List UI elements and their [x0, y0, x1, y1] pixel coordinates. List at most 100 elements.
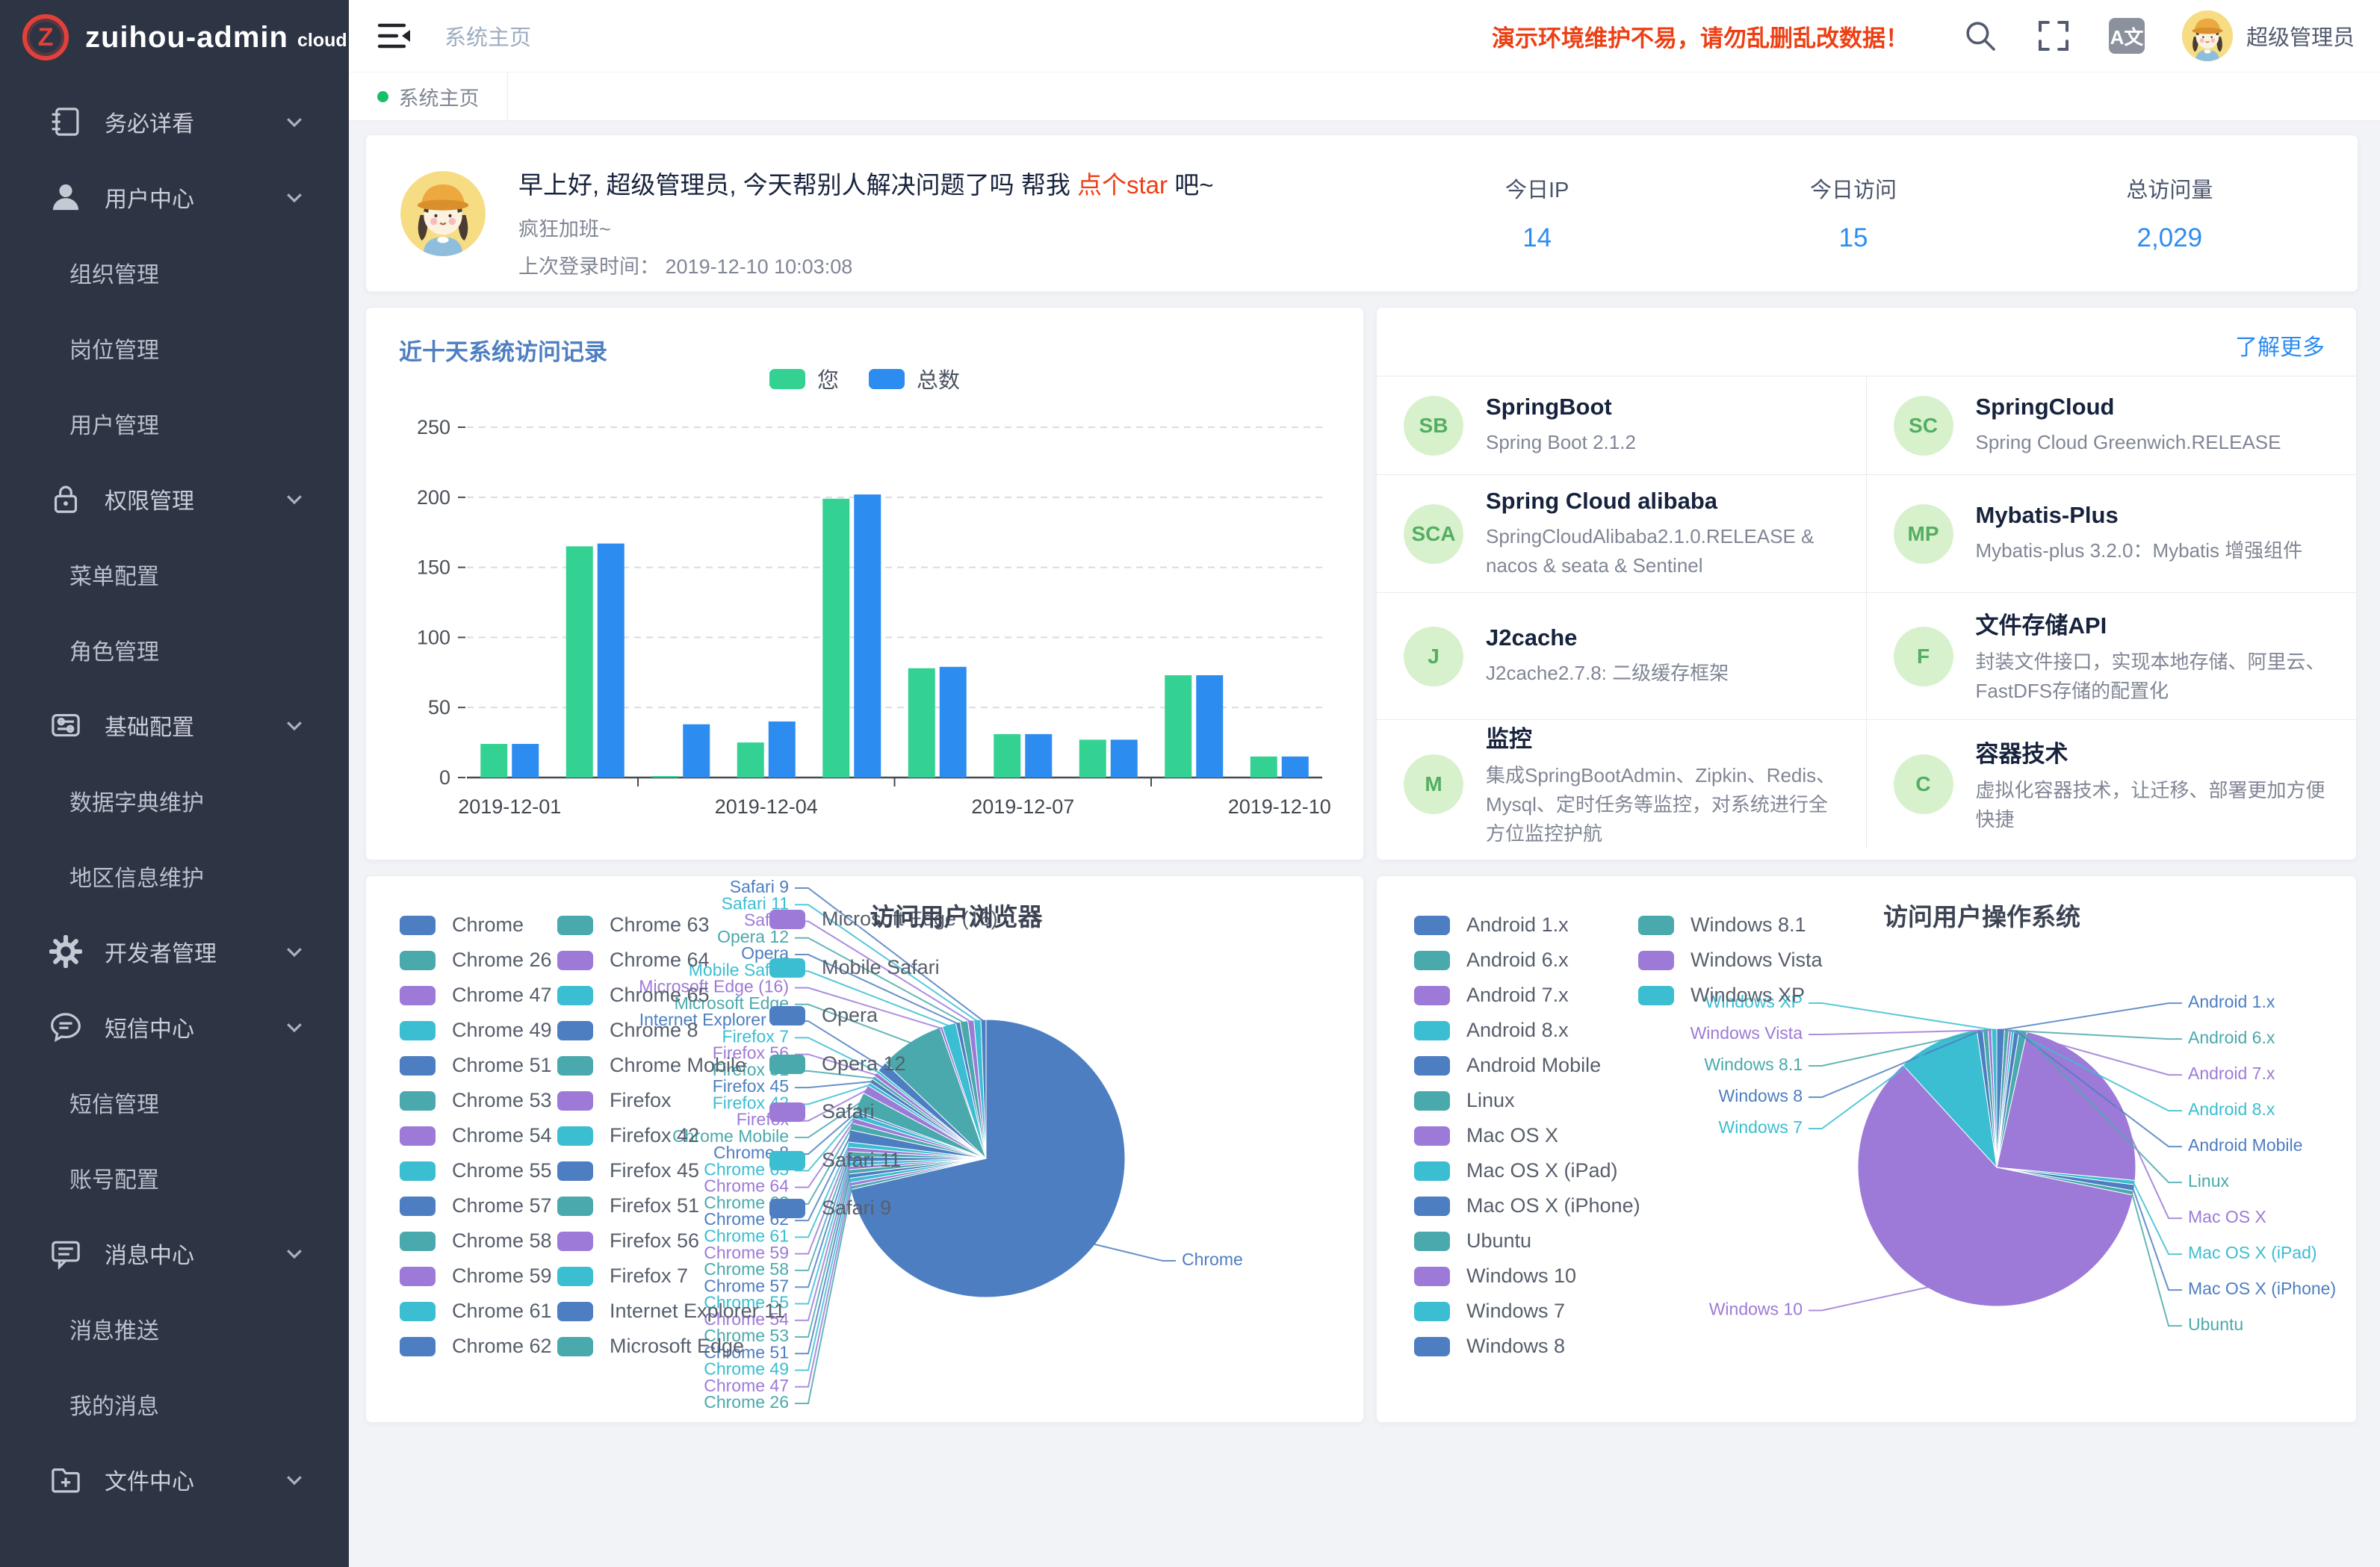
pie-legend-item[interactable]: Firefox 51: [557, 1194, 699, 1217]
pie-legend-item[interactable]: Linux: [1414, 1089, 1515, 1112]
sidebar-sub-item[interactable]: 账号配置: [0, 1140, 349, 1215]
bar-chart-title: 近十天系统访问记录: [399, 333, 607, 367]
tab-home[interactable]: 系统主页: [349, 72, 508, 120]
pie-legend-item[interactable]: Ubuntu: [1414, 1229, 1531, 1253]
tech-cell-body: Spring Cloud alibabaSpringCloudAlibaba2.…: [1486, 488, 1844, 580]
pie-legend-item[interactable]: Windows 7: [1414, 1300, 1565, 1323]
pie-legend-item[interactable]: Safari: [769, 1100, 875, 1123]
pie-legend-item[interactable]: Android 6.x: [1414, 949, 1569, 972]
pie-legend-item[interactable]: Mac OS X (iPad): [1414, 1159, 1618, 1182]
search-icon[interactable]: [1962, 18, 1998, 54]
legend-label: Android 1.x: [1466, 913, 1569, 937]
sidebar-sub-item[interactable]: 角色管理: [0, 612, 349, 687]
pie-legend-item[interactable]: Microsoft Edge: [557, 1335, 744, 1358]
sidebar-sub-item[interactable]: 消息推送: [0, 1291, 349, 1366]
pie-legend-item[interactable]: Chrome 47: [400, 984, 552, 1007]
pie-legend-item[interactable]: Opera 12: [769, 1052, 906, 1076]
pie-legend-item[interactable]: Opera: [769, 1004, 878, 1027]
sidebar-group-item[interactable]: 短信中心: [0, 989, 349, 1064]
pie-legend-item[interactable]: Android 1.x: [1414, 913, 1569, 937]
sidebar-menu: 务必详看用户中心组织管理岗位管理用户管理权限管理菜单配置角色管理基础配置数据字典…: [0, 75, 349, 1517]
tech-avatar: F: [1894, 627, 1953, 686]
pie-legend-item[interactable]: Windows XP: [1638, 984, 1805, 1007]
sidebar-group-item[interactable]: 权限管理: [0, 461, 349, 536]
sidebar-group-item[interactable]: 开发者管理: [0, 913, 349, 989]
pie-legend-item[interactable]: Chrome 58: [400, 1229, 552, 1253]
pie-legend-item[interactable]: Windows 10: [1414, 1265, 1576, 1288]
sidebar-sub-item[interactable]: 菜单配置: [0, 536, 349, 612]
legend-label: Mac OS X: [1466, 1124, 1558, 1147]
username[interactable]: 超级管理员: [2246, 20, 2355, 52]
pie-legend-item[interactable]: Android 7.x: [1414, 984, 1569, 1007]
pie-legend-item[interactable]: Windows 8: [1414, 1335, 1565, 1358]
pie-legend-item[interactable]: Chrome 26: [400, 949, 552, 972]
pie-legend-item[interactable]: Android 8.x: [1414, 1019, 1569, 1042]
svg-text:Mac OS X: Mac OS X: [2188, 1207, 2266, 1226]
legend-swatch: [557, 1126, 593, 1146]
pie-legend-item[interactable]: Firefox 45: [557, 1159, 699, 1182]
pie-legend-item[interactable]: Chrome 49: [400, 1019, 552, 1042]
pie-legend-item[interactable]: Chrome 53: [400, 1089, 552, 1112]
pie-legend-item[interactable]: Chrome 64: [557, 949, 710, 972]
legend-swatch: [400, 916, 436, 935]
pie-legend-item[interactable]: Chrome 59: [400, 1265, 552, 1288]
user-avatar[interactable]: [2182, 10, 2233, 61]
legend-item-total[interactable]: 总数: [869, 363, 960, 394]
legend-label: Mac OS X (iPhone): [1466, 1194, 1640, 1217]
sidebar-group-item[interactable]: 用户中心: [0, 159, 349, 235]
pie-legend-item[interactable]: Chrome 65: [557, 984, 710, 1007]
pie-legend-item[interactable]: Chrome 51: [400, 1054, 552, 1077]
pie-legend-item[interactable]: Mac OS X: [1414, 1124, 1558, 1147]
translate-icon[interactable]: A文: [2109, 18, 2145, 54]
pie-legend-item[interactable]: Chrome 62: [400, 1335, 552, 1358]
breadcrumb[interactable]: 系统主页: [444, 20, 531, 52]
pie-legend-item[interactable]: Chrome 61: [400, 1300, 552, 1323]
svg-text:Chrome: Chrome: [1182, 1250, 1243, 1269]
sidebar-sub-item[interactable]: 地区信息维护: [0, 838, 349, 913]
pie-legend-item[interactable]: Windows 8.1: [1638, 913, 1806, 937]
svg-text:2019-12-10: 2019-12-10: [1228, 795, 1331, 818]
legend-swatch: [400, 1161, 436, 1181]
sidebar-sub-item[interactable]: 我的消息: [0, 1366, 349, 1442]
pie-legend-item[interactable]: Mobile Safari: [769, 956, 940, 979]
pie-legend-item[interactable]: Safari 11: [769, 1149, 901, 1172]
pie-legend-item[interactable]: Firefox 7: [557, 1265, 688, 1288]
sidebar-sub-item[interactable]: 数据字典维护: [0, 763, 349, 838]
menu-fold-icon[interactable]: [377, 21, 412, 51]
pie-legend-item[interactable]: Firefox: [557, 1089, 672, 1112]
pie-legend-item[interactable]: Android Mobile: [1414, 1054, 1601, 1077]
sidebar-sub-item[interactable]: 岗位管理: [0, 310, 349, 385]
svg-text:Android 7.x: Android 7.x: [2188, 1064, 2275, 1083]
pie-legend-item[interactable]: Chrome: [400, 913, 524, 937]
sidebar-group-item[interactable]: 务必详看: [0, 84, 349, 159]
pie-legend-item[interactable]: Firefox 56: [557, 1229, 699, 1253]
legend-item-you[interactable]: 您: [769, 363, 839, 394]
sidebar-sub-item[interactable]: 短信管理: [0, 1064, 349, 1140]
legend-label: Chrome 57: [452, 1194, 552, 1217]
pie-legend-item[interactable]: Chrome 63: [557, 913, 710, 937]
tech-title: Spring Cloud alibaba: [1486, 488, 1844, 515]
sidebar-group-item[interactable]: 文件中心: [0, 1442, 349, 1517]
logo-z-icon: Z: [22, 14, 69, 60]
pie-legend-item[interactable]: Chrome 54: [400, 1124, 552, 1147]
pie-legend-item[interactable]: Chrome 57: [400, 1194, 552, 1217]
sidebar-group-item[interactable]: 基础配置: [0, 687, 349, 763]
pie-legend-item[interactable]: Windows Vista: [1638, 949, 1823, 972]
sidebar-sub-item[interactable]: 用户管理: [0, 385, 349, 461]
menu-item-label: 账号配置: [69, 1161, 349, 1194]
star-link[interactable]: 点个star: [1077, 171, 1168, 199]
pie-legend-item[interactable]: Chrome Mobile: [557, 1054, 746, 1077]
pie-legend-item[interactable]: Chrome 55: [400, 1159, 552, 1182]
message-icon: [49, 1237, 82, 1270]
pie-legend-item[interactable]: Firefox 42: [557, 1124, 699, 1147]
legend-label: Android 6.x: [1466, 949, 1569, 972]
sidebar-sub-item[interactable]: 组织管理: [0, 235, 349, 310]
learn-more-link[interactable]: 了解更多: [2235, 329, 2325, 362]
sidebar-group-item[interactable]: 消息中心: [0, 1215, 349, 1291]
os-pie-title: 访问用户操作系统: [1883, 897, 2080, 933]
pie-legend-item[interactable]: Chrome 8: [557, 1019, 698, 1042]
pie-legend-item[interactable]: Safari 9: [769, 1197, 891, 1220]
fullscreen-icon[interactable]: [2036, 18, 2071, 54]
pie-legend-item[interactable]: Internet Explorer 11: [557, 1300, 785, 1323]
pie-legend-item[interactable]: Mac OS X (iPhone): [1414, 1194, 1640, 1217]
